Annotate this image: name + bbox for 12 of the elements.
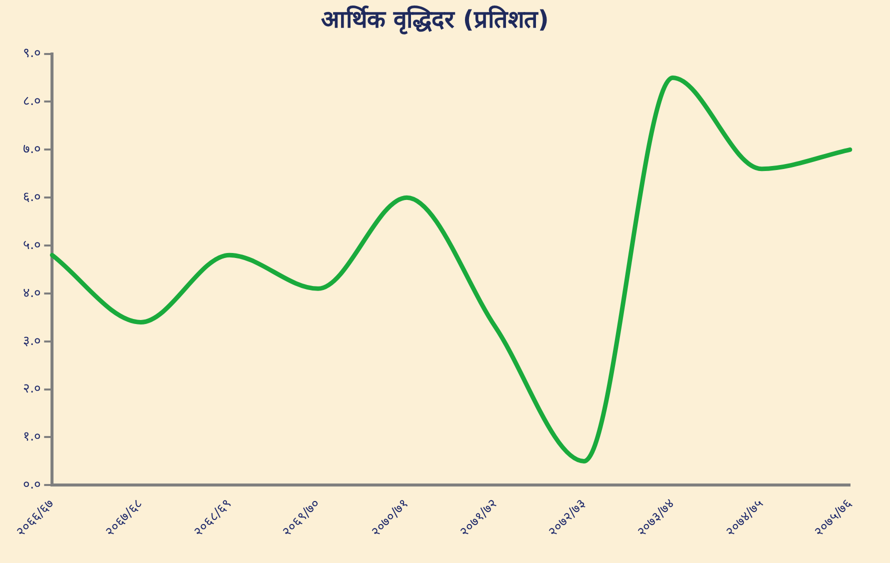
y-tick-label: १.० [22, 430, 42, 445]
y-tick-label: ७.० [22, 142, 42, 158]
y-tick-label: ४.० [22, 286, 42, 301]
y-tick-label: ६.० [22, 190, 42, 205]
line-series [50, 76, 852, 464]
y-tick-label: ९.० [22, 46, 42, 62]
y-tick-label: ५.० [22, 238, 42, 253]
y-tick-label: ३.० [22, 334, 42, 349]
y-tick-label: २.० [22, 382, 42, 397]
y-tick-label: ८.० [22, 94, 42, 110]
y-tick-label: ०.० [22, 478, 42, 493]
chart-title: आर्थिक वृद्धिदर (प्रतिशत) [321, 6, 549, 35]
